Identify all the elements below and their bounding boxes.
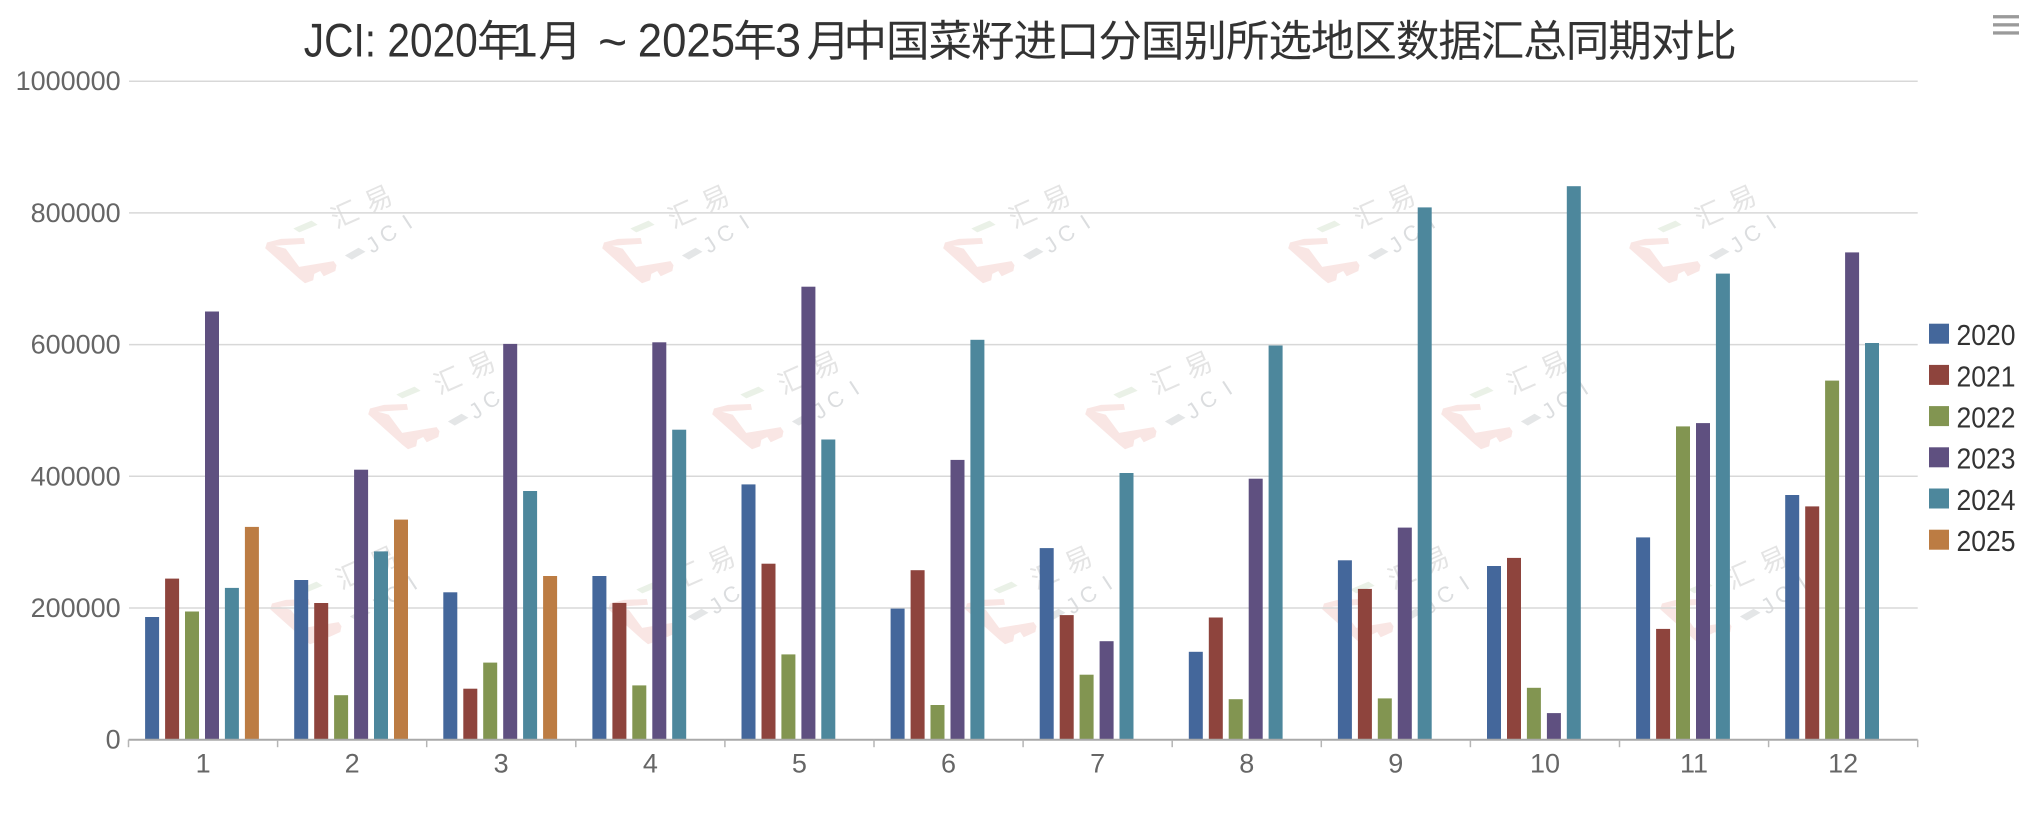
svg-text:4: 4 xyxy=(643,749,658,779)
svg-text:5: 5 xyxy=(792,749,807,779)
svg-text:10: 10 xyxy=(1530,749,1560,779)
svg-text:7: 7 xyxy=(1090,749,1105,779)
svg-text:12: 12 xyxy=(1828,749,1858,779)
svg-text:8: 8 xyxy=(1239,749,1254,779)
svg-text:2024: 2024 xyxy=(1957,485,2016,517)
svg-text:6: 6 xyxy=(941,749,956,779)
svg-text:2021: 2021 xyxy=(1957,361,2016,393)
svg-text:200000: 200000 xyxy=(31,593,121,623)
svg-text:800000: 800000 xyxy=(31,198,121,228)
svg-text:600000: 600000 xyxy=(31,330,121,360)
svg-text:2: 2 xyxy=(345,749,360,779)
svg-text:JCI: 2020: JCI: 2020 xyxy=(304,13,478,66)
svg-text:2025: 2025 xyxy=(638,13,735,66)
svg-text:3: 3 xyxy=(494,749,509,779)
svg-text:1000000: 1000000 xyxy=(16,66,121,96)
svg-text:2020: 2020 xyxy=(1957,320,2016,352)
svg-text:11: 11 xyxy=(1680,749,1708,779)
svg-text:2022: 2022 xyxy=(1957,403,2016,435)
svg-text:0: 0 xyxy=(106,725,121,755)
svg-text:2025: 2025 xyxy=(1957,526,2016,558)
svg-text:400000: 400000 xyxy=(31,461,121,491)
svg-text:1: 1 xyxy=(196,749,211,779)
svg-text:9: 9 xyxy=(1388,749,1403,779)
svg-text:~: ~ xyxy=(598,14,627,70)
svg-text:3: 3 xyxy=(775,13,801,66)
svg-text:1: 1 xyxy=(512,13,538,66)
svg-text:2023: 2023 xyxy=(1957,444,2016,476)
